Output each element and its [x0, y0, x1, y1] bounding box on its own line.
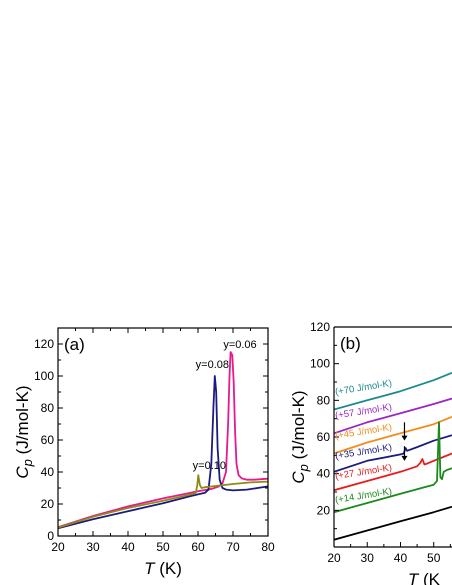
offset-label: (+45 J/mol-K) — [334, 422, 392, 442]
x-axis-symbol: T — [144, 559, 156, 578]
y-tick-label: 40 — [317, 467, 331, 481]
series-line-4 — [334, 434, 452, 473]
series-line-3 — [58, 474, 268, 529]
x-tick-label: 70 — [226, 540, 240, 554]
panel-label: (a) — [64, 335, 85, 354]
y-tick-label: 60 — [317, 430, 331, 444]
offset-label: (+57 J/mol-K) — [334, 402, 392, 422]
peak-annotation: y=0.08 — [196, 359, 229, 371]
x-tick-label: 40 — [394, 551, 408, 565]
y-axis-label: Cp (J/mol-K) — [289, 390, 311, 483]
y-tick-label: 100 — [34, 369, 54, 383]
offset-label: (+35 J/mol-K) — [334, 442, 392, 462]
x-axis-label: T (K — [408, 570, 441, 585]
series-group — [58, 351, 268, 530]
y-tick-label: 60 — [41, 433, 55, 447]
series-line-6 — [334, 421, 452, 514]
y-tick-label: 80 — [41, 401, 55, 415]
y-axis-label: Cp (J/mol-K) — [13, 385, 35, 478]
x-tick-label: 50 — [427, 551, 441, 565]
peak-annotation: y=0.06 — [223, 339, 256, 351]
x-tick-label: 80 — [261, 540, 275, 554]
series-line-2 — [58, 375, 268, 530]
x-tick-label: 60 — [191, 540, 205, 554]
x-tick-label: 40 — [121, 540, 135, 554]
series-line-1 — [58, 351, 268, 529]
x-tick-label: 20 — [51, 540, 65, 554]
arrow-head — [401, 435, 408, 441]
peak-annotation: y=0.10 — [193, 460, 226, 472]
series-group — [334, 371, 452, 541]
chart-panel-b: 20 30 40 50 20 40 60 80 100 120 T (K Cp (J/mol-K) (b… — [289, 320, 452, 585]
offset-label: (+14 J/mol-K) — [334, 486, 392, 506]
y-axis-subscript: p — [20, 459, 35, 467]
y-tick-label: 120 — [34, 337, 54, 351]
x-tick-label: 30 — [361, 551, 375, 565]
y-tick-label: 20 — [41, 497, 55, 511]
plot-frame — [57, 327, 269, 537]
series-line-2 — [334, 397, 452, 435]
x-tick-label: 50 — [156, 540, 170, 554]
series-line-3 — [334, 415, 452, 455]
y-tick-label: 40 — [41, 465, 55, 479]
offset-label: (+27 J/mol-K) — [334, 462, 392, 482]
x-axis-symbol: T — [408, 570, 420, 585]
y-tick-label: 120 — [310, 320, 330, 334]
y-axis-symbol: C — [13, 466, 32, 479]
y-axis-unit: (J/mol-K) — [13, 385, 32, 459]
x-axis-label: T (K) — [144, 559, 182, 578]
x-axis-unit: (K — [418, 570, 440, 585]
x-axis-unit: (K) — [155, 559, 182, 578]
y-tick-label: 100 — [310, 357, 330, 371]
y-tick-label: 20 — [317, 503, 331, 517]
y-axis-symbol: C — [289, 471, 308, 484]
y-tick-label: 0 — [47, 529, 54, 543]
x-tick-label: 30 — [86, 540, 100, 554]
series-line-7 — [334, 505, 452, 541]
panel-label: (b) — [340, 334, 361, 353]
series-line-5 — [334, 452, 452, 492]
y-axis-unit: (J/mol-K) — [289, 390, 308, 464]
y-axis-subscript: p — [296, 464, 311, 472]
x-tick-label: 20 — [327, 551, 341, 565]
arrow-head — [401, 455, 408, 461]
y-tick-label: 80 — [317, 393, 331, 407]
series-line-1 — [334, 371, 452, 411]
